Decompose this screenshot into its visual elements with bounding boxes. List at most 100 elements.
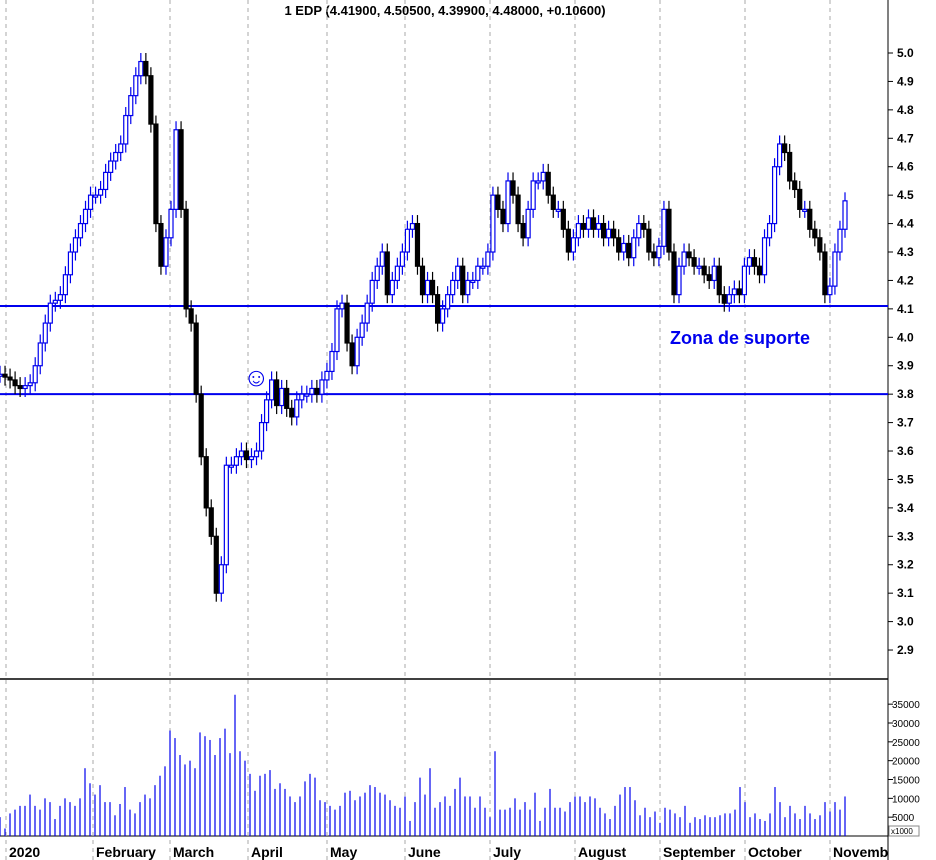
candle-body: [751, 257, 758, 267]
candle-body: [595, 222, 602, 230]
candle-body: [731, 288, 737, 296]
y-tick-label: 3.3: [897, 529, 914, 543]
candle-body: [711, 265, 717, 282]
candle-body: [158, 222, 164, 267]
smiley-icon: ☺: [243, 362, 270, 392]
candle-body: [67, 251, 74, 276]
candle-body: [540, 171, 546, 182]
candle-body: [263, 399, 270, 424]
candle-body: [354, 336, 360, 367]
candle-body: [329, 350, 335, 373]
candle-body: [782, 143, 788, 154]
candle-body: [585, 217, 592, 230]
candle-body: [661, 208, 667, 247]
candle-body: [555, 208, 561, 212]
y-tick-label: 3.7: [897, 416, 914, 430]
volume-tick-label: 30000: [892, 719, 920, 730]
candle-body: [62, 274, 68, 296]
candle-body: [218, 564, 224, 594]
candle-body: [123, 114, 129, 145]
candle-body: [258, 421, 265, 452]
candle-body: [761, 237, 768, 276]
candle-body: [495, 194, 501, 210]
candle-body: [148, 75, 154, 125]
candle-body: [359, 322, 365, 338]
candle-body: [178, 129, 184, 210]
x-tick-label: 2020: [9, 844, 40, 860]
candle-body: [470, 279, 476, 284]
candle-body: [515, 194, 521, 225]
candle-body: [183, 208, 189, 310]
candle-body: [77, 222, 84, 239]
candle-body: [399, 251, 405, 267]
candle-body: [696, 265, 702, 269]
y-tick-label: 4.5: [897, 188, 914, 202]
candle-body: [364, 302, 370, 324]
x-tick-label: March: [173, 844, 214, 860]
candle-body: [404, 228, 411, 253]
candle-body: [600, 222, 607, 239]
candle-body: [243, 450, 250, 461]
candle-body: [42, 322, 48, 344]
candle-body: [163, 237, 169, 267]
candle-body: [490, 194, 496, 253]
candle-body: [741, 265, 748, 296]
candle-body: [565, 228, 571, 253]
candle-body: [198, 393, 204, 458]
candle-body: [626, 242, 632, 259]
candle-body: [676, 265, 682, 296]
candle-body: [575, 222, 582, 239]
candle-body: [726, 294, 732, 304]
candle-body: [17, 385, 23, 390]
candle-body: [37, 342, 43, 367]
x-tick-label: June: [408, 844, 441, 860]
candle-body: [701, 265, 707, 276]
candle-body: [97, 188, 104, 196]
y-tick-label: 4.7: [897, 131, 914, 145]
candle-body: [550, 194, 556, 210]
candle-body: [133, 75, 139, 97]
candle-body: [616, 237, 622, 253]
y-tick-label: 5.0: [897, 46, 914, 60]
candle-body: [500, 208, 506, 225]
candle-body: [721, 294, 727, 304]
candle-body: [424, 279, 431, 296]
candle-body: [636, 222, 642, 239]
candle-body: [128, 95, 134, 117]
candle-body: [450, 279, 456, 296]
candle-body: [82, 208, 89, 225]
candle-body: [228, 464, 234, 468]
candle-body: [681, 251, 687, 267]
candle-body: [168, 208, 174, 239]
candle-body: [771, 166, 778, 225]
candle-body: [52, 299, 58, 304]
y-tick-label: 4.9: [897, 74, 914, 88]
candle-body: [274, 379, 280, 407]
candle-body: [792, 180, 798, 191]
candle-body: [113, 151, 119, 162]
candle-body: [394, 265, 400, 282]
candle-body: [671, 251, 677, 296]
candle-body: [797, 188, 803, 210]
x-tick-label: Novemb: [833, 844, 888, 860]
candle-body: [807, 208, 813, 230]
candle-body: [143, 60, 149, 77]
y-tick-label: 3.5: [897, 472, 914, 486]
candle-body: [641, 222, 647, 230]
candle-body: [108, 160, 114, 174]
volume-unit-label: x1000: [891, 827, 913, 836]
candle-body: [118, 143, 124, 154]
candle-body: [203, 456, 209, 509]
candle-body: [374, 265, 380, 282]
candle-body: [253, 450, 260, 458]
x-tick-label: February: [96, 844, 156, 860]
candle-body: [27, 382, 33, 387]
candle-body: [646, 228, 652, 253]
chart-title: 1 EDP (4.41900, 4.50500, 4.39900, 4.4800…: [284, 3, 606, 18]
candle-body: [465, 279, 471, 296]
candle-body: [812, 228, 818, 239]
x-tick-label: April: [251, 844, 283, 860]
candle-body: [621, 242, 627, 253]
candle-body: [269, 379, 275, 401]
candle-body: [530, 180, 536, 210]
